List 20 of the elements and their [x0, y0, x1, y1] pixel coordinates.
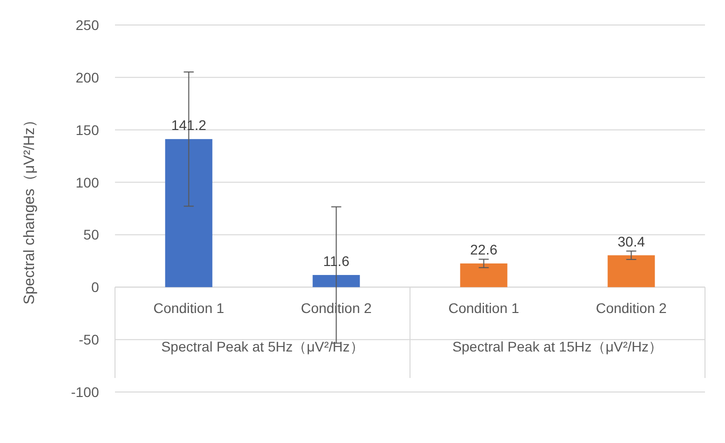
data-label: 22.6	[470, 241, 498, 258]
y-tick-label: 150	[76, 122, 100, 138]
y-tick-label: -100	[70, 384, 100, 400]
y-tick-label: 50	[83, 226, 100, 243]
bar	[608, 255, 655, 288]
data-label: 30.4	[618, 233, 646, 250]
bar	[460, 263, 508, 288]
y-axis-title: Spectral changes（μV²/Hz）	[21, 112, 38, 305]
x-tick-label: Condition 1	[448, 300, 520, 316]
bar	[165, 139, 212, 288]
y-tick-label: 0	[91, 279, 100, 296]
bar	[312, 274, 360, 288]
y-tick-label: 250	[76, 17, 100, 33]
y-tick-label: 200	[76, 69, 100, 86]
annotation: Spectral Peak at 15Hz（μV²/Hz）	[452, 338, 663, 355]
x-tick-label: Condition 1	[153, 300, 224, 316]
x-tick-label: Condition 2	[596, 300, 667, 316]
y-tick-label: -50	[78, 332, 100, 348]
y-tick-label: 100	[76, 174, 100, 190]
annotation: Spectral Peak at 5Hz（μV²/Hz）	[161, 338, 364, 355]
